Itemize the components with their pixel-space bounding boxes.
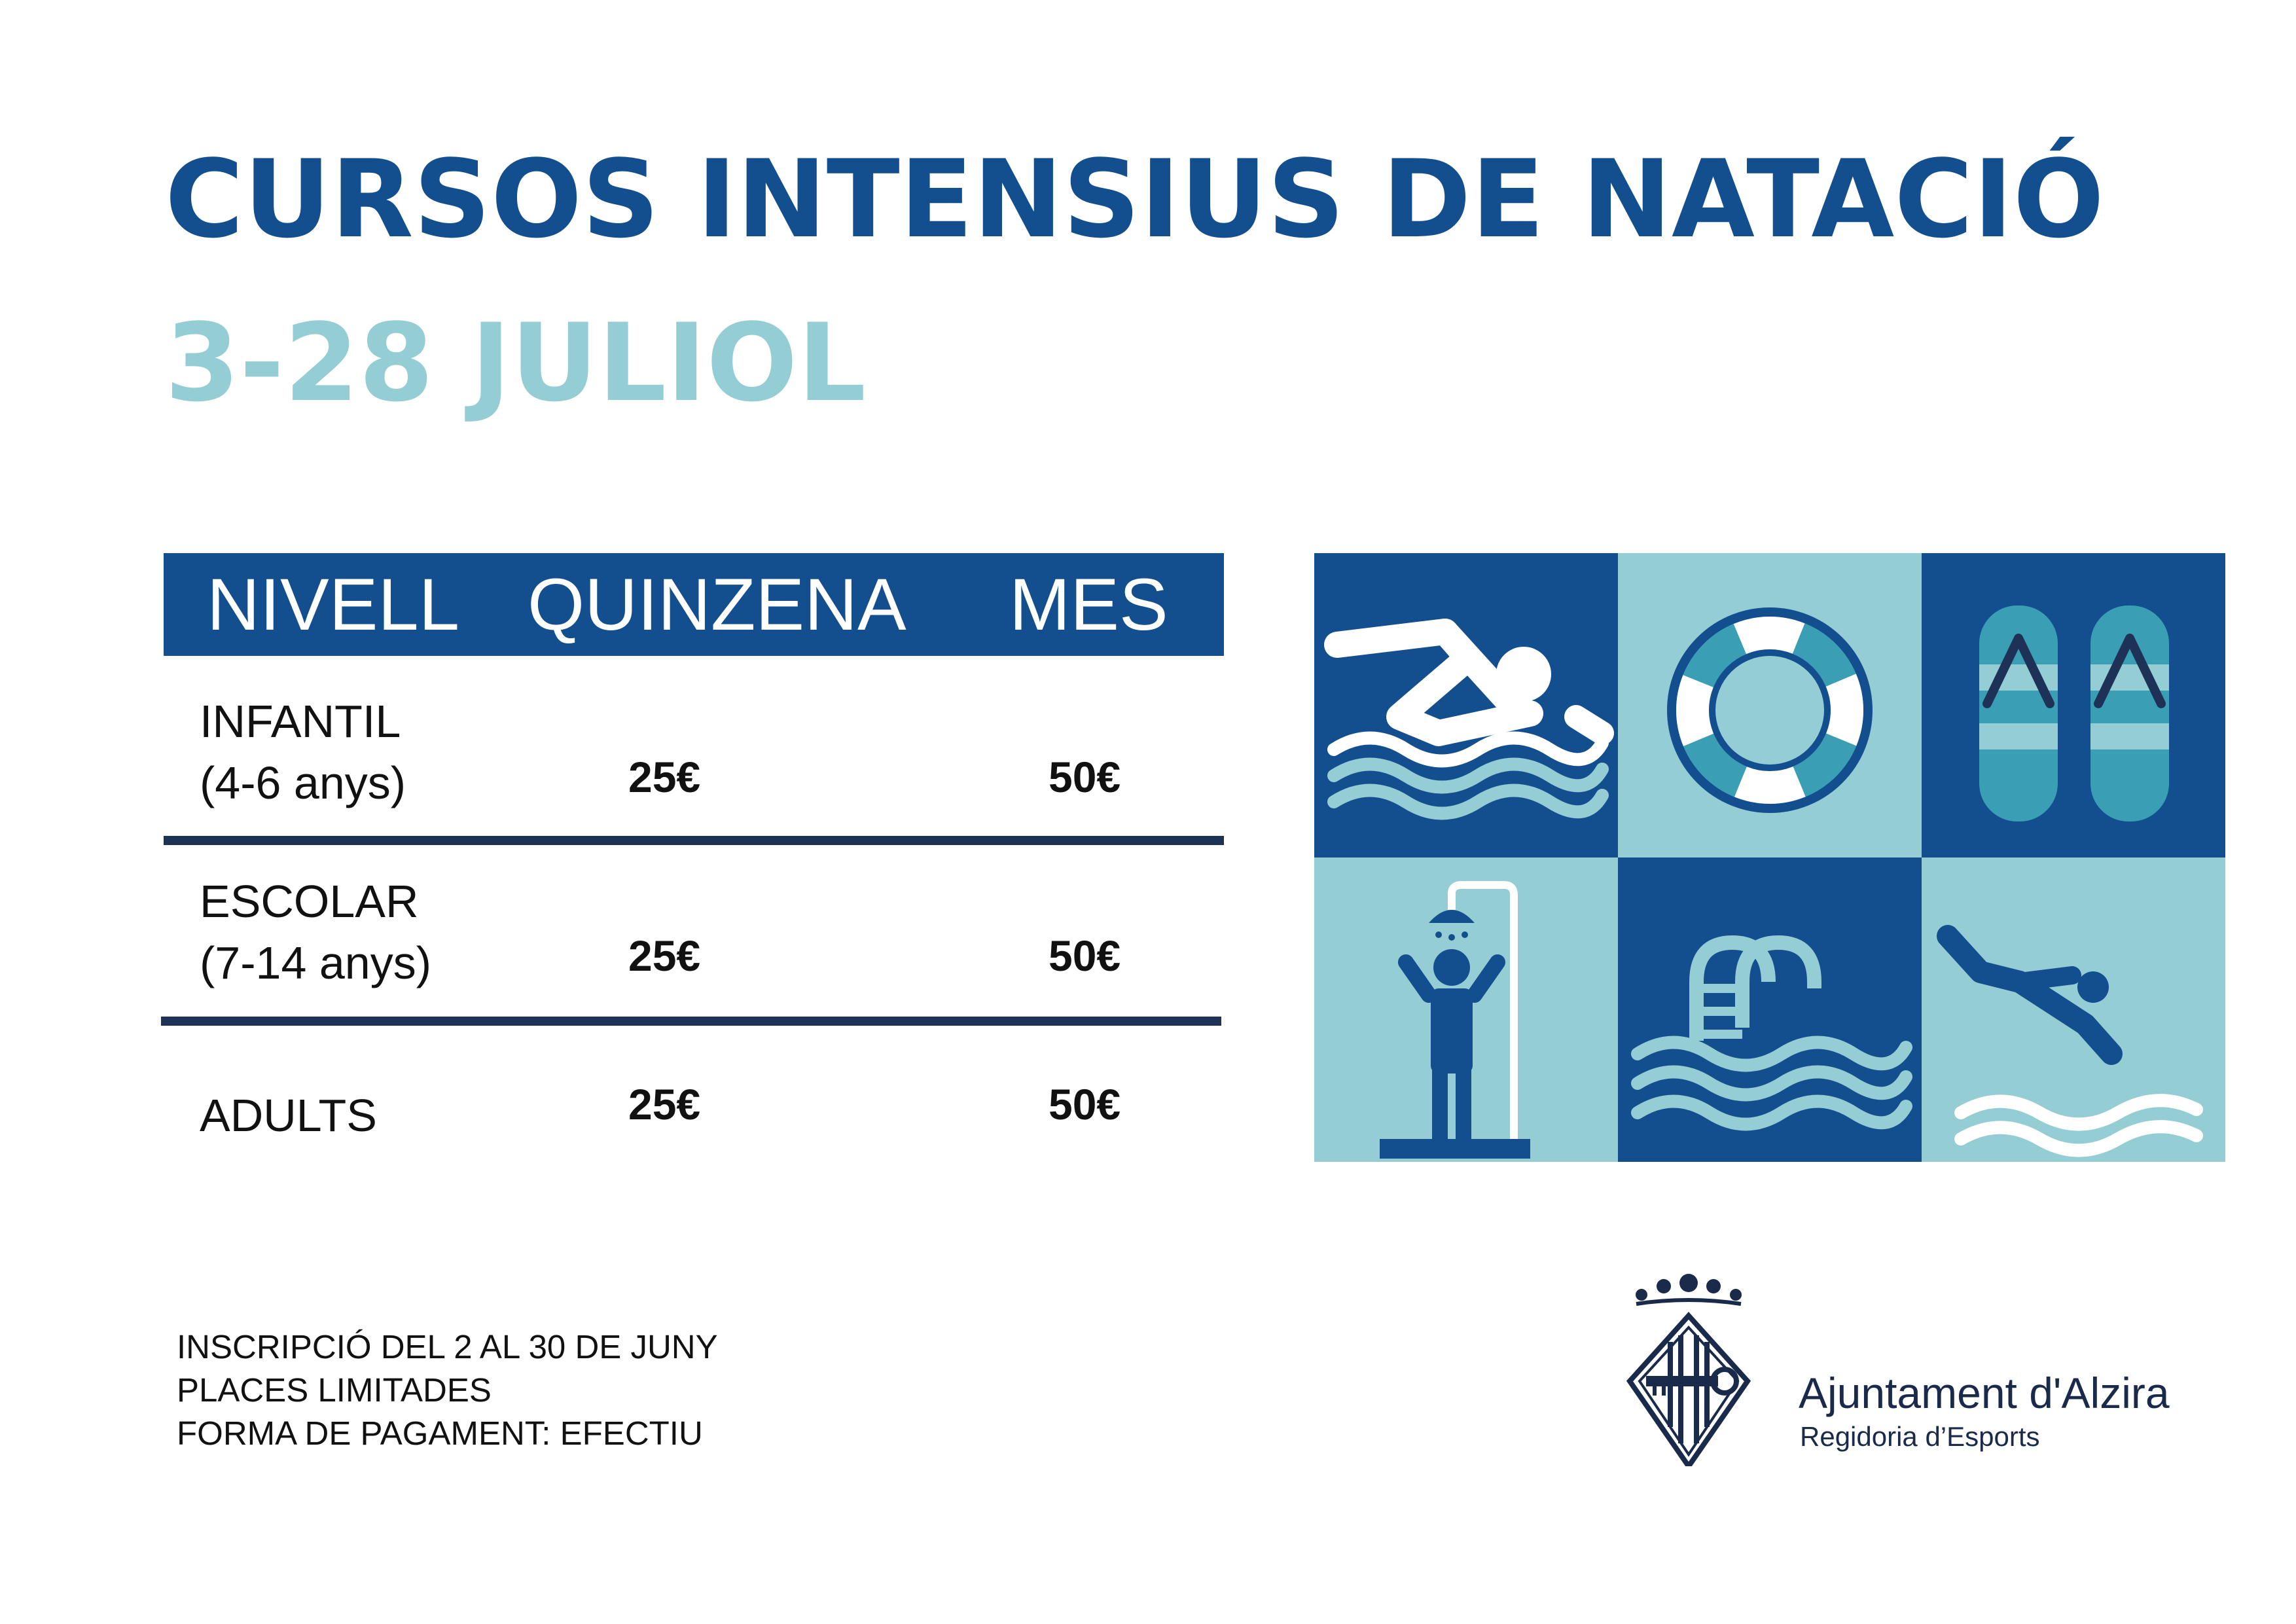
swimming-icon-grid xyxy=(1314,553,2225,1162)
price-quinzena: 25€ xyxy=(628,1080,701,1128)
header-mes: MES xyxy=(1009,564,1168,645)
organization-name: Ajuntament d'Alzira xyxy=(1799,1369,2170,1417)
lifebuoy-icon xyxy=(1618,553,1922,857)
shower-icon xyxy=(1314,857,1618,1162)
note-payment: FORMA DE PAGAMENT: EFECTIU xyxy=(177,1415,703,1452)
table-header: NIVELL QUINZENA MES xyxy=(164,553,1224,656)
price-mes: 50€ xyxy=(1049,1080,1121,1128)
price-quinzena: 25€ xyxy=(628,931,701,980)
level-name: ESCOLAR xyxy=(200,876,419,927)
pool-ladder-icon xyxy=(1618,857,1922,1162)
note-limited-places: PLACES LIMITADES xyxy=(177,1371,492,1409)
note-registration: INSCRIPCIÓ DEL 2 AL 30 DE JUNY xyxy=(177,1328,718,1365)
organization-department: Regidoria d’Esports xyxy=(1800,1421,2040,1452)
poster-dates: 3-28 JULIOL xyxy=(165,300,867,425)
level-name: INFANTIL xyxy=(200,696,401,747)
notes-block: INSCRIPCIÓ DEL 2 AL 30 DE JUNY PLACES LI… xyxy=(177,1326,718,1455)
price-quinzena: 25€ xyxy=(628,753,701,801)
row-separator xyxy=(161,1017,1221,1026)
swimmer-icon xyxy=(1314,553,1618,857)
price-mes: 50€ xyxy=(1049,753,1121,801)
row-separator xyxy=(164,836,1224,845)
city-coat-of-arms-logo xyxy=(1617,1270,1761,1471)
header-quinzena: QUINZENA xyxy=(528,564,906,645)
price-mes: 50€ xyxy=(1049,931,1121,980)
diver-icon xyxy=(1922,857,2225,1162)
level-age: (4-6 anys) xyxy=(200,757,406,808)
price-table: NIVELL QUINZENA MES INFANTIL (4-6 anys) … xyxy=(161,553,1224,1175)
level-name: ADULTS xyxy=(200,1090,377,1141)
flip-flops-icon xyxy=(1922,553,2225,857)
level-age: (7-14 anys) xyxy=(200,937,432,988)
header-nivell: NIVELL xyxy=(207,564,459,645)
poster-title: CURSOS INTENSIUS DE NATACIÓ xyxy=(165,137,2105,262)
